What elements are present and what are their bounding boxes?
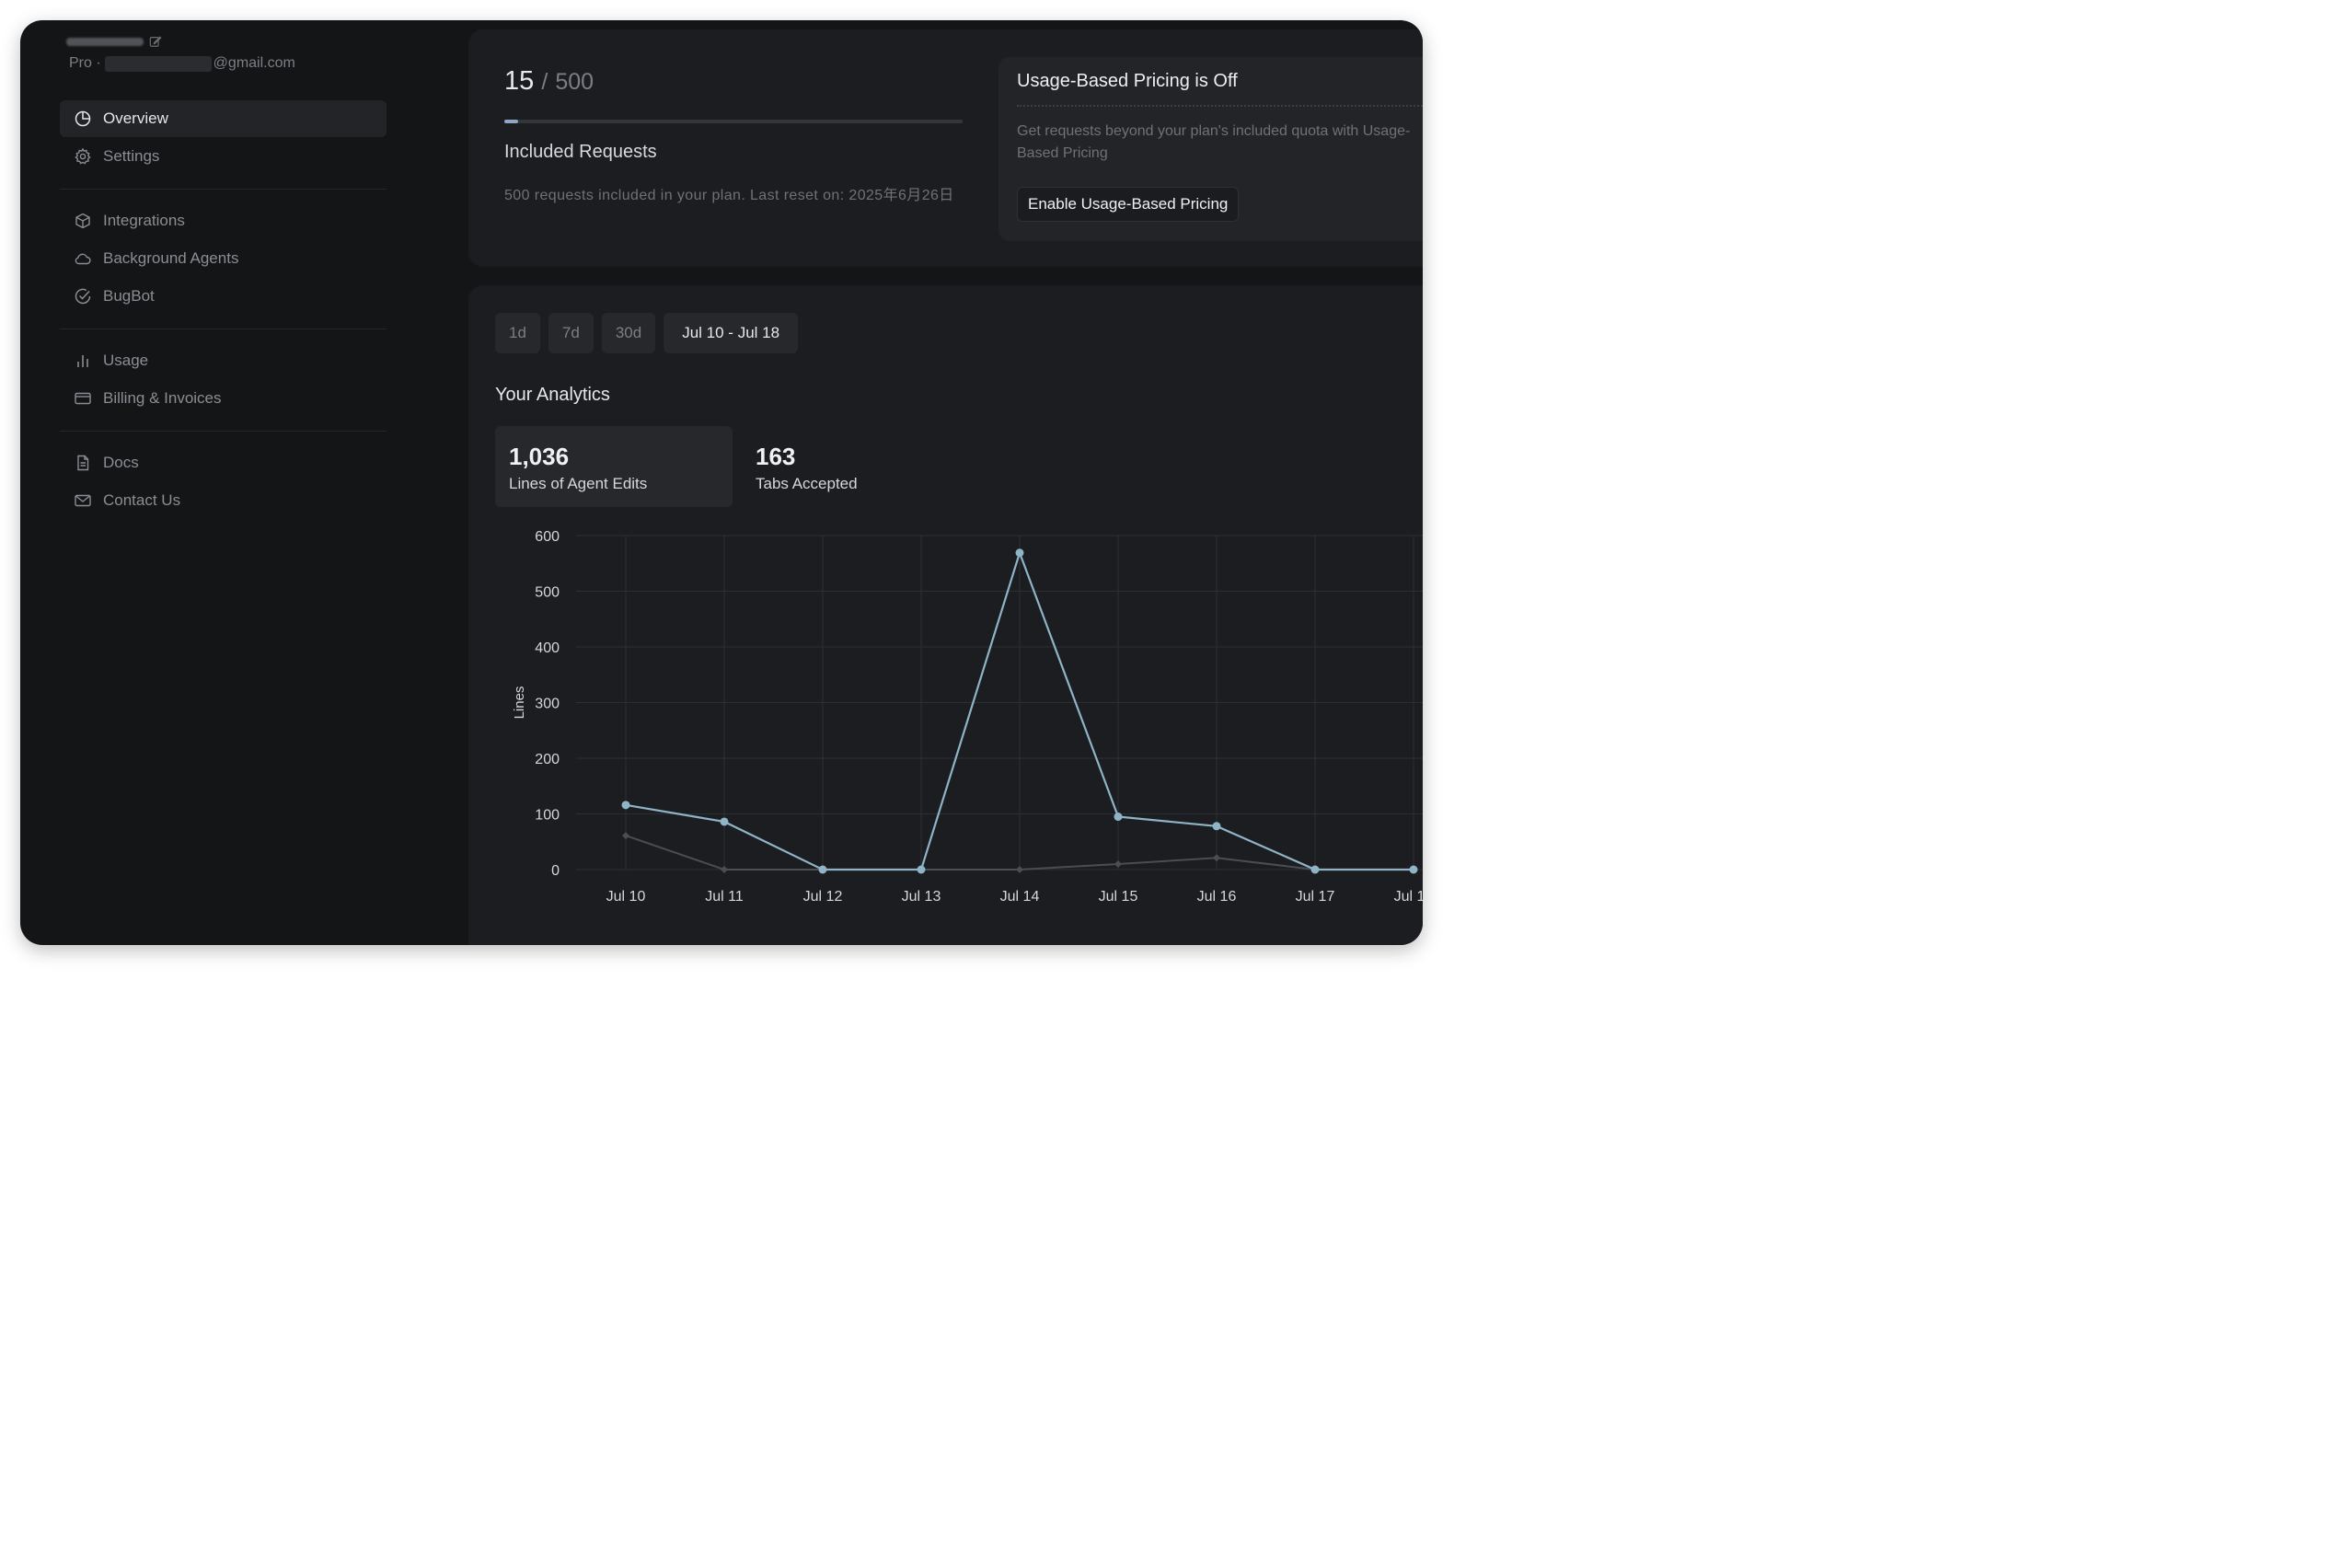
usage-based-pricing-description: Get requests beyond your plan's included… xyxy=(1017,123,1411,161)
stat-card-tabs-accepted[interactable]: 163 Tabs Accepted xyxy=(742,426,979,507)
data-point xyxy=(1114,813,1123,822)
y-tick-label: 400 xyxy=(535,640,560,656)
credit-card-icon xyxy=(74,389,92,408)
requests-progress-fill xyxy=(504,120,518,123)
request-count: 15 / 500 xyxy=(504,66,594,97)
requests-progress-bar xyxy=(504,120,963,123)
y-tick-label: 100 xyxy=(535,808,560,824)
sidebar-nav: Overview Settings Integrations Background A… xyxy=(60,100,387,520)
x-tick-label: Jul 18 xyxy=(1394,889,1423,905)
y-tick-label: 200 xyxy=(535,752,560,767)
sidebar-item-usage[interactable]: Usage xyxy=(60,342,387,379)
sidebar-item-label: Docs xyxy=(103,454,139,471)
requests-separator: / xyxy=(541,69,548,95)
user-name-redacted xyxy=(66,37,144,46)
data-point xyxy=(1015,548,1024,558)
x-tick-label: Jul 16 xyxy=(1197,889,1237,905)
included-requests-description: 500 requests included in your plan. Last… xyxy=(504,188,954,203)
line-chart: 0 100 200 300 400 500 600 Jul 10 Jul 11 Jul 12 Jul… xyxy=(512,529,1423,905)
app-window: Pro · @gmail.com Overview Settings Integra… xyxy=(20,20,1423,945)
sidebar-item-background-agents[interactable]: Background Agents xyxy=(60,240,387,277)
requests-total: 500 xyxy=(555,69,594,95)
sidebar-item-label: Usage xyxy=(103,352,149,369)
sidebar-item-overview[interactable]: Overview xyxy=(60,100,387,137)
bar-chart-icon xyxy=(74,352,92,370)
range-7d-button[interactable]: 7d xyxy=(548,313,594,353)
sidebar-item-label: Overview xyxy=(103,110,168,127)
data-point xyxy=(1016,866,1023,873)
sidebar-item-label: Settings xyxy=(103,147,160,165)
sidebar-item-label: Contact Us xyxy=(103,491,181,509)
sidebar-item-label: Background Agents xyxy=(103,249,239,267)
x-tick-label: Jul 17 xyxy=(1296,889,1335,905)
requests-panel: 15 / 500 Included Requests 500 requests … xyxy=(468,29,1423,267)
sidebar-item-docs[interactable]: Docs xyxy=(60,444,387,481)
date-range-selector: 1d 7d 30d Jul 10 - Jul 18 xyxy=(495,313,799,353)
stat-value: 1,036 xyxy=(509,443,570,470)
analytics-title: Your Analytics xyxy=(495,385,610,405)
stat-value: 163 xyxy=(756,443,796,470)
sidebar-item-contact-us[interactable]: Contact Us xyxy=(60,482,387,519)
y-tick-label: 300 xyxy=(535,697,560,712)
cloud-icon xyxy=(74,249,92,268)
data-point xyxy=(818,865,827,874)
data-point xyxy=(1213,854,1220,862)
sidebar-item-billing-invoices[interactable]: Billing & Invoices xyxy=(60,380,387,417)
analytics-panel: 1d 7d 30d Jul 10 - Jul 18 Your Analytics… xyxy=(468,285,1423,945)
x-tick-label: Jul 12 xyxy=(803,889,843,905)
x-tick-label: Jul 15 xyxy=(1099,889,1138,905)
sidebar-divider xyxy=(60,189,387,190)
range-1d-button[interactable]: 1d xyxy=(495,313,540,353)
sidebar: Pro · @gmail.com Overview Settings Integra… xyxy=(20,20,453,945)
cube-icon xyxy=(74,212,92,230)
data-point xyxy=(917,865,926,874)
usage-based-pricing-title: Usage-Based Pricing is Off xyxy=(1017,71,1238,91)
data-point xyxy=(1310,865,1320,874)
y-tick-label: 600 xyxy=(535,529,560,545)
range-30d-button[interactable]: 30d xyxy=(601,313,656,353)
pie-chart-icon xyxy=(74,110,92,128)
data-point xyxy=(622,832,629,840)
stat-label: Tabs Accepted xyxy=(756,475,858,492)
data-point xyxy=(621,801,630,810)
sidebar-divider xyxy=(60,431,387,432)
x-tick-label: Jul 10 xyxy=(606,889,646,905)
email-redacted xyxy=(104,55,212,72)
y-tick-label: 500 xyxy=(535,585,560,601)
included-requests-title: Included Requests xyxy=(504,142,657,162)
user-name-row xyxy=(66,31,162,52)
mail-icon xyxy=(74,491,92,510)
y-tick-label: 0 xyxy=(551,863,560,879)
stat-card-agent-edits[interactable]: 1,036 Lines of Agent Edits xyxy=(495,426,733,507)
edit-icon[interactable] xyxy=(149,35,162,48)
data-point xyxy=(721,866,728,873)
sidebar-item-settings[interactable]: Settings xyxy=(60,138,387,175)
enable-usage-based-pricing-button[interactable]: Enable Usage-Based Pricing xyxy=(1017,187,1240,222)
sidebar-item-integrations[interactable]: Integrations xyxy=(60,202,387,239)
dotted-divider xyxy=(1017,105,1423,107)
gear-icon xyxy=(74,147,92,166)
usage-based-pricing-card: Usage-Based Pricing is Off Get requests … xyxy=(998,57,1423,241)
x-tick-label: Jul 13 xyxy=(902,889,941,905)
check-circle-icon xyxy=(74,287,92,306)
plan-label: Pro · xyxy=(69,55,101,71)
sidebar-item-label: BugBot xyxy=(103,287,155,305)
email-domain: @gmail.com xyxy=(213,55,295,71)
data-point xyxy=(1409,865,1418,874)
custom-range-button[interactable]: Jul 10 - Jul 18 xyxy=(664,313,799,353)
requests-used: 15 xyxy=(504,66,535,96)
stat-label: Lines of Agent Edits xyxy=(509,475,648,492)
data-point xyxy=(1212,822,1221,831)
x-tick-label: Jul 11 xyxy=(705,889,744,905)
data-point xyxy=(720,817,729,826)
y-axis-label: Lines xyxy=(512,686,527,720)
sidebar-item-label: Integrations xyxy=(103,212,185,229)
x-tick-label: Jul 14 xyxy=(1000,889,1040,905)
account-email: Pro · @gmail.com xyxy=(69,55,295,72)
data-point xyxy=(1114,859,1122,868)
sidebar-item-label: Billing & Invoices xyxy=(103,389,222,407)
sidebar-item-bugbot[interactable]: BugBot xyxy=(60,278,387,315)
document-icon xyxy=(74,454,92,472)
